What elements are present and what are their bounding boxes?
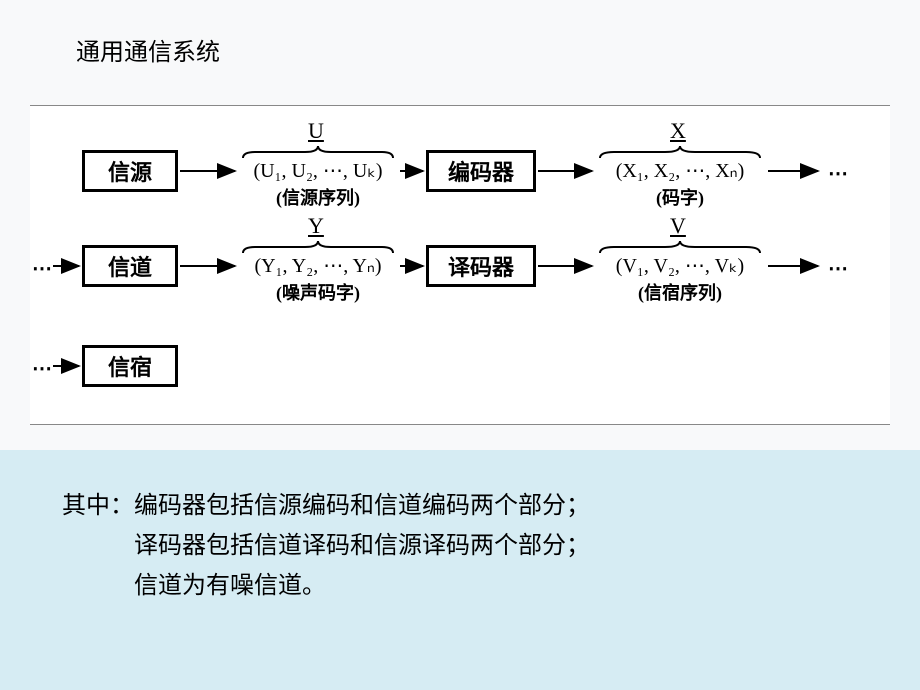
seq-V-caption: (信宿序列) — [595, 279, 765, 305]
explain-line-1: 译码器包括信道译码和信源译码两个部分； — [134, 533, 590, 559]
seq-Y-body: (Y₁, Y₂, ⋯, Yₙ) — [238, 253, 398, 278]
page-title: 通用通信系统 — [76, 32, 220, 67]
node-source: 信源 — [82, 150, 178, 192]
seq-X-caption: (码字) — [595, 184, 765, 210]
seq-Y-top: Y — [308, 213, 324, 239]
explain-block: 其中：编码器包括信源编码和信道编码两个部分； 其中：译码器包括信道译码和信源译码… — [62, 486, 590, 606]
explain-lead: 其中： — [62, 493, 134, 519]
node-decoder: 译码器 — [426, 245, 536, 287]
dots-r2-start: ⋯ — [32, 256, 52, 281]
dots-r2-end: ⋯ — [828, 256, 848, 281]
node-channel: 信道 — [82, 245, 178, 287]
seq-V-body: (V₁, V₂, ⋯, Vₖ) — [595, 253, 765, 278]
diagram-area: 信源 编码器 U (U₁, U₂, ⋯, Uₖ) (信源序列) X (X₁, X… — [30, 105, 890, 425]
seq-U-top: U — [308, 118, 324, 144]
lower-region: 其中：编码器包括信源编码和信道编码两个部分； 其中：译码器包括信道译码和信源译码… — [0, 450, 920, 690]
explain-line-0: 编码器包括信源编码和信道编码两个部分； — [134, 493, 590, 519]
dots-r3-start: ⋯ — [32, 356, 52, 381]
seq-U-caption: (信源序列) — [238, 184, 398, 210]
seq-U-body: (U₁, U₂, ⋯, Uₖ) — [238, 158, 398, 183]
node-encoder: 编码器 — [426, 150, 536, 192]
seq-X-body: (X₁, X₂, ⋯, Xₙ) — [595, 158, 765, 183]
node-sink: 信宿 — [82, 345, 178, 387]
upper-region: 通用通信系统 — [0, 0, 920, 450]
seq-V-top: V — [670, 213, 686, 239]
seq-X-top: X — [670, 118, 686, 144]
explain-line-2: 信道为有噪信道。 — [134, 573, 326, 599]
dots-r1-end: ⋯ — [828, 161, 848, 186]
seq-Y-caption: (噪声码字) — [238, 279, 398, 305]
